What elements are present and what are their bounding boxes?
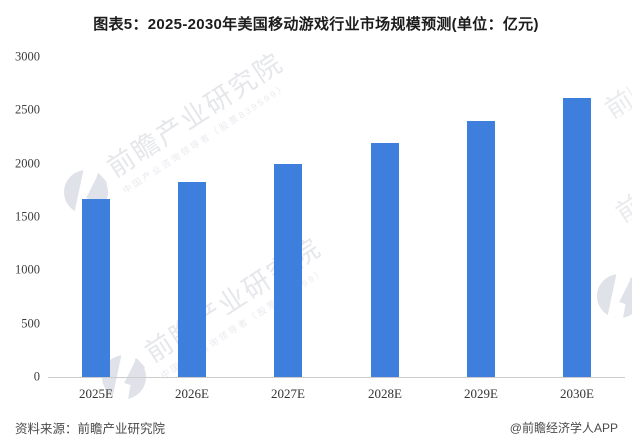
- y-axis-tick-label: 3000: [15, 49, 40, 64]
- x-axis-category-label: 2029E: [464, 386, 498, 401]
- source-note: 资料来源：前瞻产业研究院: [15, 422, 166, 436]
- bar-2025E: [82, 199, 110, 377]
- x-axis-line: [48, 377, 625, 378]
- bar-2028E: [371, 143, 399, 377]
- chart-title: 图表5：2025-2030年美国移动游戏行业市场规模预测(单位：亿元): [93, 16, 539, 33]
- y-axis-tick-label: 2500: [15, 102, 40, 117]
- bar-2029E: [467, 121, 495, 377]
- y-axis-tick-label: 2000: [15, 156, 40, 171]
- bar-2027E: [274, 164, 302, 377]
- y-axis-tick-label: 0: [33, 369, 40, 384]
- y-axis-tick-label: 500: [21, 316, 40, 331]
- bar-2026E: [178, 182, 206, 377]
- bar-2030E: [563, 98, 591, 377]
- y-axis-tick-label: 1500: [15, 209, 40, 224]
- x-axis-category-label: 2030E: [560, 386, 594, 401]
- x-axis-category-label: 2025E: [79, 386, 113, 401]
- x-axis-category-label: 2027E: [271, 386, 305, 401]
- credit-note: @前瞻经济学人APP: [509, 421, 618, 435]
- x-axis-category-label: 2028E: [368, 386, 402, 401]
- x-axis-category-label: 2026E: [175, 386, 209, 401]
- y-axis-tick-label: 1000: [15, 262, 40, 277]
